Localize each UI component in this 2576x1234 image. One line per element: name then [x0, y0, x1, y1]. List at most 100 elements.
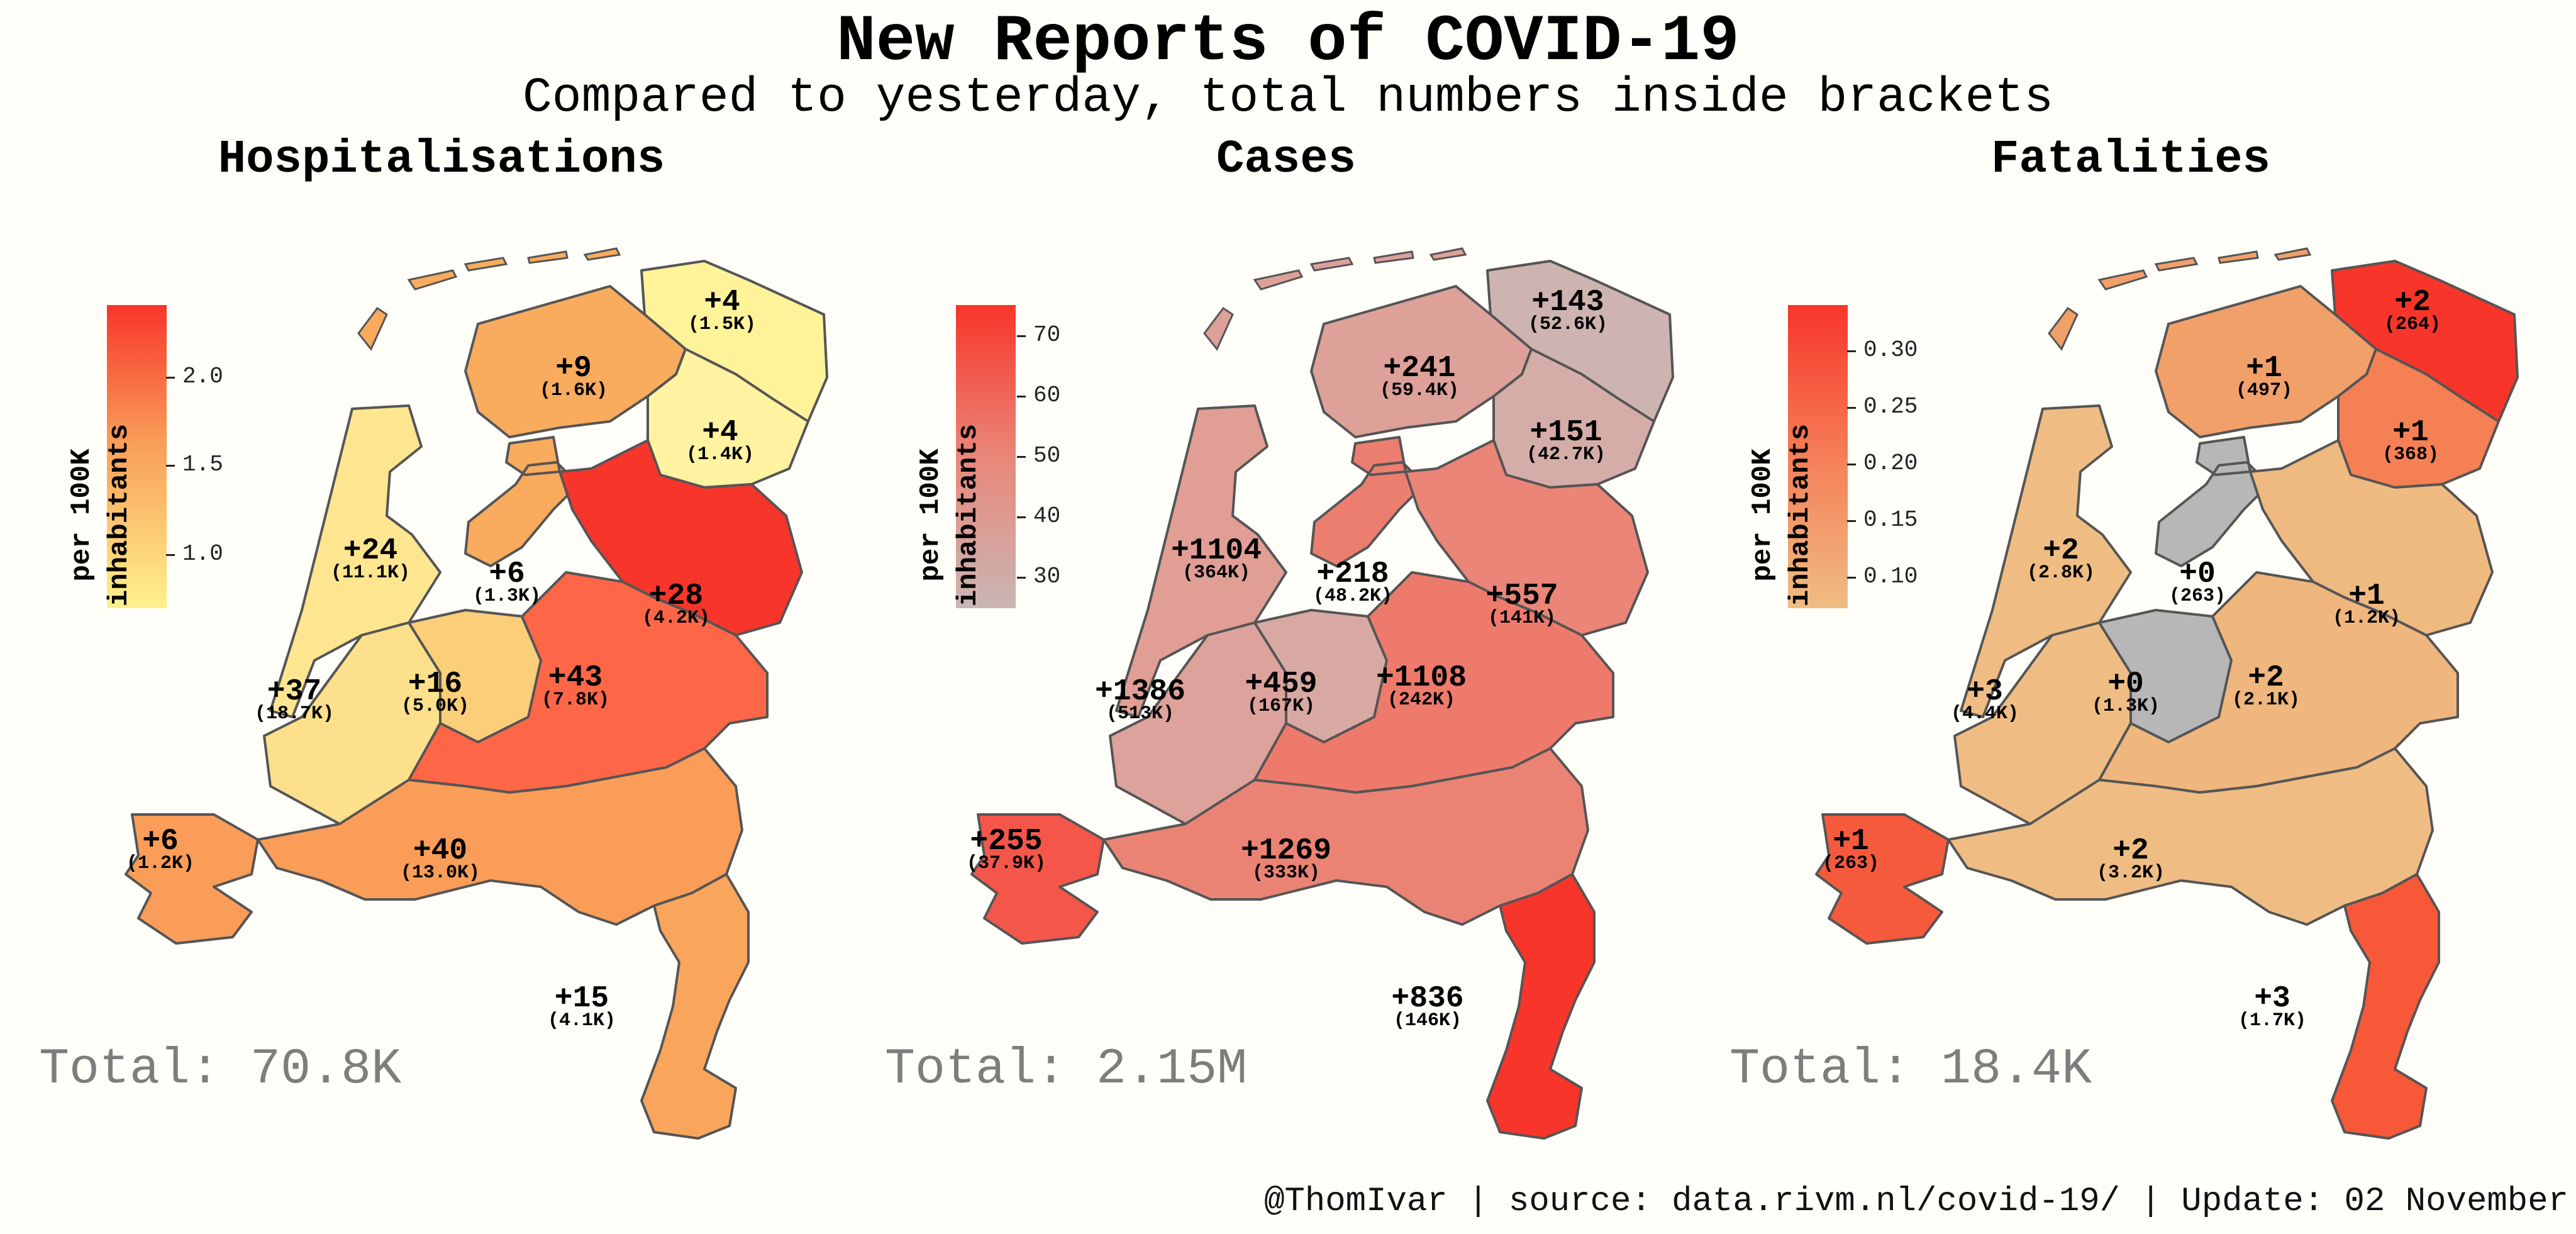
region-new-label-zuid-holland: +3: [1967, 675, 2003, 709]
region-total-label-limburg: (146K): [1394, 1010, 1462, 1031]
region-new-label-zeeland: +6: [142, 825, 179, 859]
region-total-label-flevoland: (263): [2169, 586, 2226, 607]
legend-colorbar-cases: [956, 305, 1016, 608]
region-new-label-limburg: +3: [2254, 982, 2290, 1016]
region-total-label-groningen: (1.5K): [688, 314, 756, 335]
region-new-label-gelderland: +2: [2248, 661, 2284, 695]
region-total-label-noord-holland: (11.1K): [331, 562, 410, 584]
wadden-island-4: [1429, 247, 1467, 261]
region-new-label-noord-holland: +2: [2043, 534, 2079, 568]
region-new-label-groningen: +143: [1531, 286, 1604, 320]
wadden-island-0: [1203, 306, 1234, 351]
region-limburg: [2331, 873, 2440, 1140]
region-total-label-drenthe: (1.4K): [686, 444, 754, 465]
region-flevoland: [2155, 436, 2270, 567]
region-total-label-zeeland: (1.2K): [126, 853, 194, 874]
region-new-label-friesland: +9: [555, 352, 592, 386]
region-total-label-friesland: (497): [2236, 380, 2292, 401]
region-noord-holland: [1960, 404, 2132, 718]
region-noord-holland: [269, 404, 441, 718]
legend-tick: 0.10: [1846, 564, 1918, 589]
wadden-island-2: [1309, 257, 1354, 272]
region-new-label-overijssel: +28: [649, 579, 703, 613]
wadden-island-4: [2273, 247, 2312, 261]
region-new-label-noord-brabant: +40: [413, 834, 467, 868]
region-new-label-gelderland: +43: [548, 661, 602, 695]
page-title: New Reports of COVID-19: [836, 5, 1740, 79]
footer-source: @ThomIvar | source: data.rivm.nl/covid-1…: [1264, 1182, 2568, 1221]
region-new-label-groningen: +4: [704, 286, 740, 320]
region-new-label-groningen: +2: [2394, 286, 2431, 320]
region-total-label-drenthe: (42.7K): [1526, 444, 1606, 465]
region-new-label-flevoland: +0: [2179, 557, 2216, 591]
region-total-label-gelderland: (242K): [1387, 689, 1455, 711]
region-total-label-limburg: (1.7K): [2238, 1010, 2306, 1031]
region-total-label-groningen: (52.6K): [1528, 314, 1607, 335]
region-new-label-friesland: +241: [1383, 352, 1455, 386]
page-subtitle: Compared to yesterday, total numbers ins…: [523, 70, 2053, 126]
region-total-label-gelderland: (7.8K): [541, 689, 609, 711]
region-new-label-limburg: +836: [1391, 982, 1463, 1016]
legend-tick: 1.5: [166, 452, 223, 477]
region-total-label-overijssel: (141K): [1488, 608, 1556, 629]
region-overijssel: [2249, 439, 2494, 636]
wadden-island-0: [2048, 306, 2079, 351]
legend-label-fatalities: per 100K inhabitants: [1747, 423, 1816, 607]
region-total-label-noord-brabant: (13.0K): [401, 862, 480, 884]
region-total-label-noord-brabant: (333K): [1252, 862, 1320, 884]
wadden-island-1: [1253, 269, 1304, 291]
legend-tick: 60: [1016, 382, 1061, 408]
region-new-label-noord-holland: +1104: [1171, 534, 1262, 568]
legend-tick: 50: [1016, 443, 1061, 469]
legend-tick: 2.0: [166, 364, 223, 389]
region-total-label-utrecht: (1.3K): [2092, 696, 2160, 717]
region-limburg: [1486, 873, 1596, 1140]
map-cases: +143(52.6K) +241(59.4K) +151(42.7K) +1104 (3…: [967, 247, 1674, 1140]
panel-title-fatalities: Fatalities: [1990, 133, 2271, 186]
region-new-label-limburg: +15: [555, 982, 609, 1016]
wadden-island-1: [407, 269, 458, 291]
wadden-island-4: [583, 247, 621, 261]
region-new-label-gelderland: +1108: [1376, 661, 1467, 695]
region-new-label-drenthe: +151: [1530, 416, 1602, 450]
region-overijssel: [558, 439, 803, 636]
region-total-label-zeeland: (37.9K): [967, 853, 1046, 874]
wadden-island-2: [2154, 257, 2199, 272]
region-total-label-friesland: (59.4K): [1380, 380, 1459, 401]
region-new-label-flevoland: +6: [489, 557, 525, 591]
region-new-label-overijssel: +1: [2348, 579, 2385, 613]
wadden-island-3: [2218, 250, 2259, 264]
legend-colorbar-fatalities: [1788, 305, 1848, 608]
legend-tick: 0.25: [1846, 394, 1918, 420]
region-total-label-groningen: (264): [2384, 314, 2441, 335]
region-total-label-gelderland: (2.1K): [2232, 689, 2300, 711]
region-new-label-noord-holland: +24: [343, 534, 397, 568]
panel-title-cases: Cases: [1216, 133, 1357, 186]
region-new-label-utrecht: +0: [2107, 667, 2144, 701]
region-new-label-overijssel: +557: [1485, 579, 1558, 613]
region-total-label-limburg: (4.1K): [548, 1010, 616, 1031]
wadden-island-3: [1373, 250, 1414, 264]
legend-tick: 0.30: [1846, 337, 1918, 363]
region-limburg: [640, 873, 750, 1140]
region-total-label-drenthe: (368): [2382, 444, 2439, 465]
region-new-label-zeeland: +1: [1833, 825, 1869, 859]
wadden-island-1: [2097, 269, 2148, 291]
region-new-label-friesland: +1: [2246, 352, 2282, 386]
region-new-label-noord-brabant: +2: [2112, 834, 2149, 868]
region-total-label-flevoland: (48.2K): [1313, 586, 1392, 607]
region-total-label-zuid-holland: (4.4K): [1951, 703, 2019, 725]
region-new-label-noord-brabant: +1269: [1241, 834, 1331, 868]
region-flevoland: [464, 436, 580, 567]
total-fatalities: Total: 18.4K: [1729, 1041, 2092, 1098]
legend-tick: 0.20: [1846, 450, 1918, 476]
region-noord-holland: [1115, 404, 1287, 718]
region-new-label-utrecht: +459: [1245, 667, 1317, 701]
region-total-label-noord-holland: (2.8K): [2027, 562, 2095, 584]
region-new-label-utrecht: +16: [408, 667, 462, 701]
region-total-label-zuid-holland: (513K): [1106, 703, 1174, 725]
region-total-label-zuid-holland: (18.7K): [255, 703, 334, 725]
region-total-label-overijssel: (1.2K): [2333, 608, 2401, 629]
map-fatalities: +2(264)+1(497)+1(368)+2(2.8K) +0(263) +1(1…: [1815, 247, 2519, 1140]
region-total-label-flevoland: (1.3K): [473, 586, 541, 607]
